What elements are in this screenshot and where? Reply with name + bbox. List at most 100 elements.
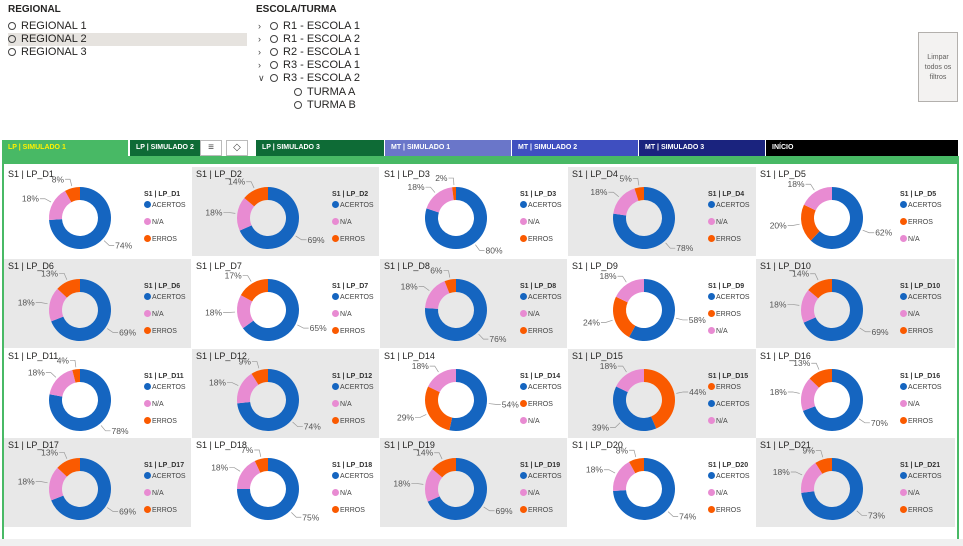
legend-item-na[interactable]: N/A: [144, 310, 186, 327]
donut-slice-erros[interactable]: [809, 369, 832, 388]
donut-slice-erros[interactable]: [251, 369, 268, 385]
legend-item-acertos[interactable]: ACERTOS: [332, 293, 374, 310]
donut-slice-na[interactable]: [801, 290, 819, 323]
donut-chart-cell[interactable]: S1 | LP_D15 44% 39% 18% S1 | LP_D15 ERROS ACER…: [568, 349, 756, 438]
regional-option-3[interactable]: REGIONAL 3: [8, 46, 87, 56]
donut-slice-erros[interactable]: [244, 187, 268, 207]
donut-chart-cell[interactable]: S1 | LP_D18 75% 18% 7% S1 | LP_D18 ACERTOS N/A…: [192, 438, 379, 527]
legend-item-erros[interactable]: ERROS: [144, 506, 186, 523]
legend-item-na[interactable]: N/A: [332, 400, 374, 417]
donut-slice-erros[interactable]: [644, 369, 675, 429]
donut-slice-acertos[interactable]: [425, 187, 487, 249]
donut-chart-cell[interactable]: S1 | LP_D21 73% 18% 9% S1 | LP_D21 ACERTOS N/A…: [756, 438, 955, 527]
legend-item-acertos[interactable]: ACERTOS: [144, 201, 186, 218]
legend-item-erros[interactable]: ERROS: [708, 235, 750, 252]
donut-slice-erros[interactable]: [613, 296, 636, 338]
donut-slice-acertos[interactable]: [425, 279, 487, 341]
donut-slice-erros[interactable]: [801, 204, 820, 241]
chevron-right-icon[interactable]: ›: [258, 47, 261, 57]
donut-slice-na[interactable]: [803, 187, 832, 211]
donut-chart-cell[interactable]: S1 | LP_D4 78% 18% 5% S1 | LP_D4 ACERTOS N/A ER…: [568, 167, 756, 256]
legend-item-na[interactable]: N/A: [520, 417, 562, 434]
legend-item-acertos[interactable]: ACERTOS: [332, 383, 374, 400]
legend-item-acertos[interactable]: ACERTOS: [900, 201, 942, 218]
donut-chart-cell[interactable]: S1 | LP_D6 69% 18% 13% S1 | LP_D6 ACERTOS N/A E…: [4, 259, 191, 348]
donut-chart-cell[interactable]: S1 | LP_D9 58% 24% 18% S1 | LP_D9 ACERTOS ERRO…: [568, 259, 756, 348]
radio-icon[interactable]: [270, 74, 278, 82]
donut-slice-erros[interactable]: [808, 279, 832, 299]
donut-chart-cell[interactable]: S1 | LP_D20 74% 18% 8% S1 | LP_D20 ACERTOS N/A…: [568, 438, 756, 527]
donut-slice-acertos[interactable]: [427, 458, 487, 520]
legend-item-acertos[interactable]: ACERTOS: [708, 472, 750, 489]
donut-chart-cell[interactable]: S1 | LP_D1 74% 18% 8% S1 | LP_D1 ACERTOS N/A ER…: [4, 167, 191, 256]
donut-slice-acertos[interactable]: [51, 458, 111, 520]
donut-chart-cell[interactable]: S1 | LP_D19 69% 18% 14% S1 | LP_D19 ACERTOS N/…: [380, 438, 567, 527]
donut-slice-erros[interactable]: [72, 369, 80, 383]
donut-chart-cell[interactable]: S1 | LP_D16 70% 18% 13% S1 | LP_D16 ACERTOS N/…: [756, 349, 955, 438]
escola-option-3[interactable]: › R2 - ESCOLA 1: [258, 46, 360, 59]
legend-item-na[interactable]: N/A: [144, 400, 186, 417]
legend-item-acertos[interactable]: ACERTOS: [332, 472, 374, 489]
escola-option-1[interactable]: › R1 - ESCOLA 1: [258, 20, 360, 33]
legend-item-erros[interactable]: ERROS: [332, 417, 374, 434]
donut-chart-cell[interactable]: S1 | LP_D11 78% 18% 4% S1 | LP_D11 ACERTOS N/A…: [4, 349, 191, 438]
legend-item-na[interactable]: N/A: [332, 310, 374, 327]
tab-mt-simulado-3[interactable]: MT | SIMULADO 3: [639, 140, 765, 156]
donut-slice-acertos[interactable]: [803, 279, 863, 341]
legend-item-erros[interactable]: ERROS: [332, 235, 374, 252]
clear-all-filters-button[interactable]: Limpar todos os filtros: [918, 32, 958, 102]
legend-item-acertos[interactable]: ACERTOS: [144, 293, 186, 310]
radio-icon[interactable]: [8, 22, 16, 30]
legend-item-erros[interactable]: ERROS: [520, 327, 562, 344]
donut-slice-erros[interactable]: [65, 187, 80, 203]
radio-icon[interactable]: [270, 22, 278, 30]
legend-item-erros[interactable]: ERROS: [900, 417, 942, 434]
donut-slice-acertos[interactable]: [51, 279, 111, 341]
donut-chart-cell[interactable]: S1 | LP_D8 76% 18% 6% S1 | LP_D8 ACERTOS N/A ER…: [380, 259, 567, 348]
legend-item-erros[interactable]: ERROS: [900, 327, 942, 344]
legend-item-acertos[interactable]: ACERTOS: [520, 383, 562, 400]
legend-item-erros[interactable]: ERROS: [144, 327, 186, 344]
donut-slice-acertos[interactable]: [242, 279, 299, 341]
donut-slice-acertos[interactable]: [237, 458, 299, 520]
legend-item-erros[interactable]: ERROS: [520, 235, 562, 252]
legend-item-erros[interactable]: ERROS: [708, 383, 750, 400]
donut-slice-acertos[interactable]: [237, 369, 299, 431]
donut-slice-na[interactable]: [613, 461, 636, 491]
legend-item-na[interactable]: N/A: [144, 489, 186, 506]
donut-slice-na[interactable]: [237, 198, 255, 231]
radio-icon[interactable]: [270, 61, 278, 69]
radio-icon[interactable]: [270, 48, 278, 56]
legend-item-erros[interactable]: ERROS: [900, 506, 942, 523]
donut-slice-erros[interactable]: [634, 187, 644, 201]
legend-item-na[interactable]: N/A: [332, 489, 374, 506]
donut-chart-cell[interactable]: S1 | LP_D10 69% 18% 14% S1 | LP_D10 ACERTOS N/…: [756, 259, 955, 348]
donut-slice-acertos[interactable]: [239, 187, 299, 249]
donut-slice-na[interactable]: [49, 190, 72, 220]
donut-slice-erros[interactable]: [444, 279, 456, 294]
chevron-right-icon[interactable]: ›: [258, 60, 261, 70]
donut-slice-acertos[interactable]: [49, 187, 111, 249]
legend-item-acertos[interactable]: ACERTOS: [708, 201, 750, 218]
donut-chart-cell[interactable]: S1 | LP_D5 62% 20% 18% S1 | LP_D5 ACERTOS ERRO…: [756, 167, 955, 256]
donut-slice-na[interactable]: [237, 295, 254, 329]
donut-slice-acertos[interactable]: [801, 458, 863, 520]
legend-item-erros[interactable]: ERROS: [332, 506, 374, 523]
donut-slice-na[interactable]: [425, 469, 443, 502]
legend-item-acertos[interactable]: ACERTOS: [520, 472, 562, 489]
donut-slice-erros[interactable]: [432, 458, 456, 478]
chevron-right-icon[interactable]: ›: [258, 34, 261, 44]
chevron-right-icon[interactable]: ›: [258, 21, 261, 31]
regional-option-1[interactable]: REGIONAL 1: [8, 20, 87, 33]
legend-item-acertos[interactable]: ACERTOS: [520, 201, 562, 218]
radio-icon[interactable]: [8, 35, 16, 43]
donut-slice-na[interactable]: [801, 462, 823, 493]
legend-item-acertos[interactable]: ACERTOS: [900, 293, 942, 310]
radio-icon[interactable]: [8, 48, 16, 56]
donut-slice-erros[interactable]: [452, 187, 456, 201]
legend-item-acertos[interactable]: ACERTOS: [332, 201, 374, 218]
legend-item-acertos[interactable]: ACERTOS: [708, 400, 750, 417]
donut-chart-cell[interactable]: S1 | LP_D12 74% 18% 9% S1 | LP_D12 ACERTOS N/A…: [192, 349, 379, 438]
filter-icon[interactable]: ≡: [200, 140, 222, 156]
regional-option-2[interactable]: REGIONAL 2: [8, 33, 247, 46]
